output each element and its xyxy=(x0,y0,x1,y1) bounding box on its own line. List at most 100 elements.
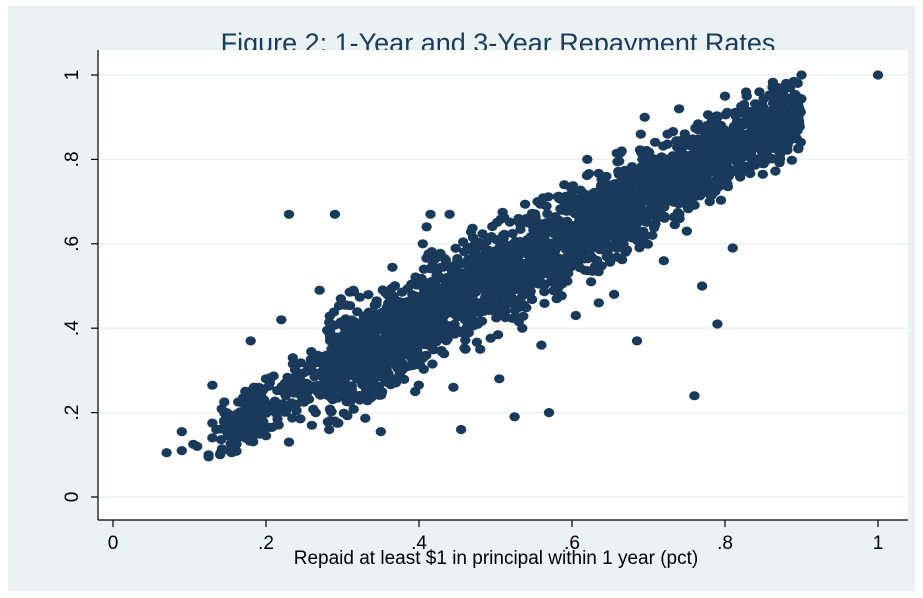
scatter-point xyxy=(260,431,272,441)
scatter-point xyxy=(612,157,623,167)
scatter-point xyxy=(418,264,430,274)
scatter-point xyxy=(337,378,348,388)
scatter-point xyxy=(451,312,463,322)
scatter-point xyxy=(329,384,340,394)
scatter-point xyxy=(700,146,712,156)
scatter-point xyxy=(791,117,802,127)
scatter-point xyxy=(774,122,785,132)
scatter-point xyxy=(658,256,669,266)
scatter-point xyxy=(628,222,639,232)
y-tick-label: .2 xyxy=(62,405,83,421)
scatter-point xyxy=(363,381,374,391)
scatter-point xyxy=(356,348,367,359)
scatter-point xyxy=(460,335,471,345)
scatter-point xyxy=(777,87,788,97)
scatter-chart: Figure 2: 1-Year and 3-Year Repayment Ra… xyxy=(62,28,908,569)
scatter-point xyxy=(712,319,723,329)
scatter-point xyxy=(161,448,172,458)
scatter-point xyxy=(656,187,668,198)
scatter-point xyxy=(459,343,470,353)
scatter-point xyxy=(291,405,302,416)
scatter-point xyxy=(318,382,329,392)
scatter-point xyxy=(347,365,358,375)
scatter-point xyxy=(387,262,398,272)
scatter-point xyxy=(532,197,543,207)
scatter-point xyxy=(551,294,562,304)
scatter-point xyxy=(613,212,624,222)
scatter-point xyxy=(758,104,769,114)
scatter-point xyxy=(692,148,703,158)
scatter-point xyxy=(390,374,402,384)
scatter-point xyxy=(526,262,538,272)
scatter-point xyxy=(436,323,448,333)
scatter-point xyxy=(237,393,249,403)
scatter-point xyxy=(593,298,604,308)
scatter-point xyxy=(337,340,348,350)
scatter-point xyxy=(487,221,498,232)
scatter-point xyxy=(428,345,439,355)
scatter-point xyxy=(338,408,350,418)
scatter-point xyxy=(360,332,371,342)
scatter-point xyxy=(390,332,401,342)
scatter-point xyxy=(450,243,461,253)
scatter-point xyxy=(551,231,562,241)
scatter-point xyxy=(207,433,218,443)
scatter-point xyxy=(754,87,765,97)
scatter-point xyxy=(230,431,241,441)
scatter-point xyxy=(547,256,559,266)
scatter-point xyxy=(249,419,260,429)
scatter-point xyxy=(394,306,406,316)
scatter-point xyxy=(354,395,365,405)
scatter-point xyxy=(219,397,230,407)
scatter-point xyxy=(767,154,778,164)
scatter-point xyxy=(513,213,524,224)
x-axis-title: Repaid at least $1 in principal within 1… xyxy=(294,548,698,569)
scatter-point xyxy=(388,294,399,304)
scatter-point xyxy=(675,173,687,183)
scatter-point xyxy=(449,329,460,339)
scatter-point xyxy=(475,344,486,354)
scatter-point xyxy=(536,340,547,350)
scatter-point xyxy=(611,243,623,253)
scatter-point xyxy=(302,361,314,371)
scatter-point xyxy=(608,289,620,299)
scatter-point xyxy=(795,137,806,147)
scatter-point xyxy=(746,112,757,122)
scatter-point xyxy=(477,229,488,239)
scatter-point xyxy=(519,283,530,293)
scatter-point xyxy=(363,290,374,300)
scatter-point xyxy=(731,121,742,131)
y-tick-label: .6 xyxy=(62,236,83,252)
scatter-point xyxy=(272,414,283,424)
x-tick-label: .4 xyxy=(411,533,427,554)
scatter-point xyxy=(509,412,520,422)
scatter-point xyxy=(510,312,521,322)
scatter-point xyxy=(736,152,747,162)
x-tick-label: .8 xyxy=(717,533,733,554)
scatter-point xyxy=(465,265,476,275)
scatter-point xyxy=(740,87,752,97)
scatter-point xyxy=(498,230,509,240)
scatter-point xyxy=(360,413,371,423)
x-tick-label: 1 xyxy=(873,533,884,554)
scatter-point xyxy=(429,332,440,342)
scatter-point xyxy=(704,197,715,207)
scatter-point xyxy=(574,209,585,219)
scatter-point xyxy=(427,359,438,369)
scatter-point xyxy=(583,169,595,179)
scatter-point xyxy=(448,382,459,392)
scatter-point xyxy=(471,337,483,347)
scatter-point xyxy=(780,97,791,107)
scatter-point xyxy=(345,345,356,355)
scatter-point xyxy=(366,393,377,403)
scatter-point xyxy=(413,294,425,304)
scatter-point xyxy=(253,399,264,409)
scatter-point xyxy=(459,328,471,338)
scatter-point xyxy=(501,288,512,298)
scatter-point xyxy=(554,194,565,204)
scatter-point xyxy=(176,427,187,437)
scatter-point xyxy=(463,273,474,283)
scatter-point xyxy=(324,404,336,414)
scatter-point xyxy=(525,232,536,242)
scatter-point xyxy=(616,146,627,156)
